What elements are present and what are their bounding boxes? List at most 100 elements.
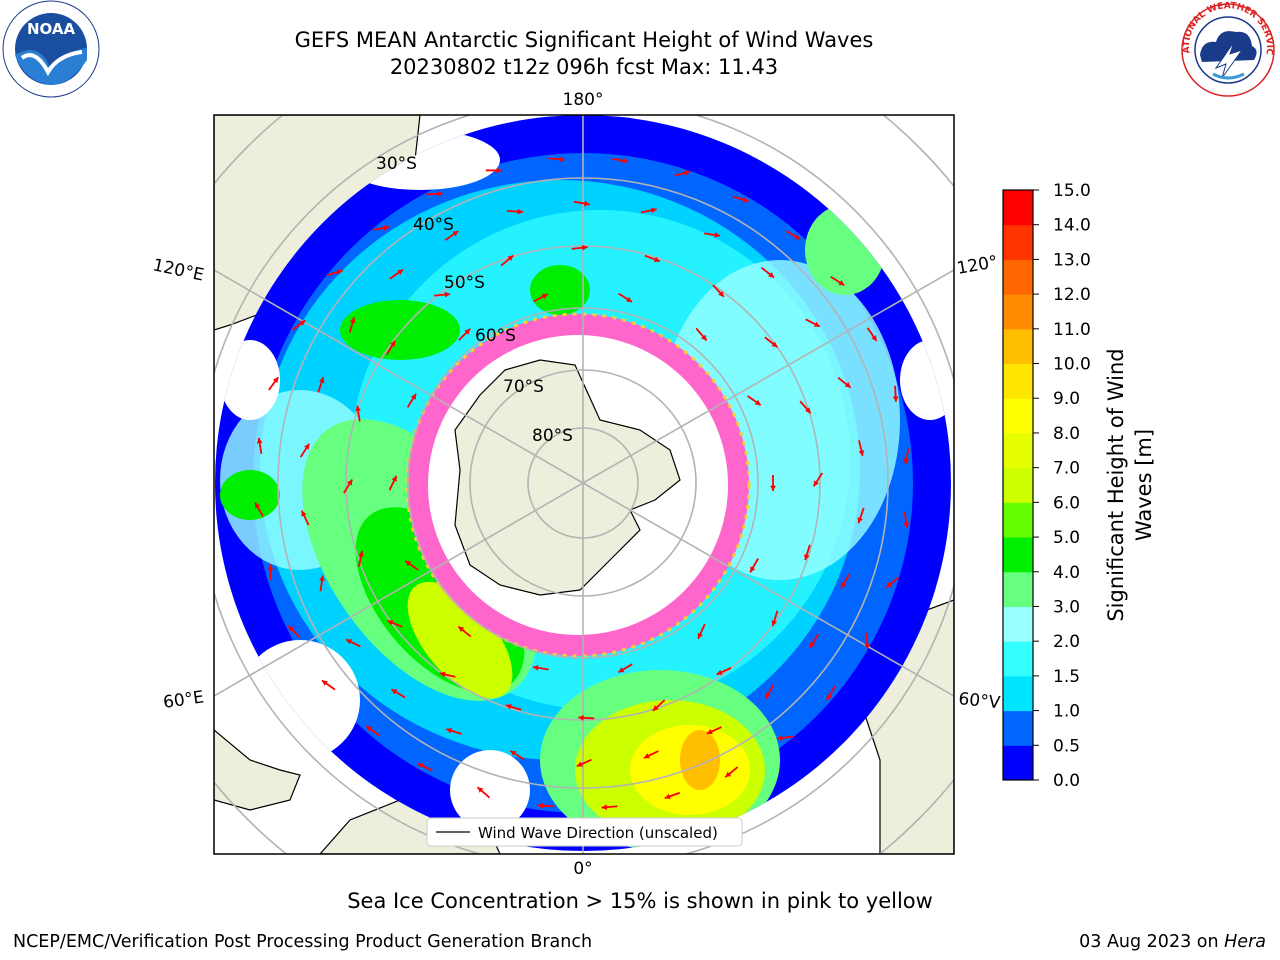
colorbar-tick-label: 3.0 [1053, 597, 1080, 617]
wind-arrow [764, 336, 778, 348]
chart-subtitle: 20230802 t12z 096h fcst Max: 11.43 [389, 55, 779, 79]
wind-arrow [343, 479, 353, 494]
lon-label-120w: 120° [955, 252, 999, 279]
colorbar-tick-label: 9.0 [1053, 389, 1080, 409]
wind-arrow [267, 564, 274, 581]
wind-arrow [716, 666, 732, 676]
nws-logo: NATIONAL WEATHER SERVICE [1174, 0, 1280, 100]
wind-arrow [812, 472, 824, 487]
wind-arrow [406, 393, 417, 408]
map-legend: Wind Wave Direction (unscaled) [426, 817, 743, 847]
wind-arrow [612, 157, 629, 164]
colorbar-segment [1003, 571, 1033, 607]
wind-arrow [417, 762, 433, 772]
wind-arrow [321, 679, 336, 691]
wind-arrow [388, 475, 398, 491]
wind-arrow [327, 269, 344, 276]
colorbar-tick-label: 12.0 [1053, 285, 1091, 305]
wind-arrow [389, 268, 404, 280]
wind-arrow [485, 167, 502, 174]
wind-arrow [446, 727, 462, 735]
wind-arrow [809, 633, 819, 649]
lon-label-0: 0° [573, 859, 592, 879]
wind-arrow [254, 502, 264, 517]
wind-arrow [697, 623, 706, 640]
wind-arrow [365, 725, 380, 737]
wind-arrow [444, 230, 459, 241]
wind-arrow [618, 292, 633, 303]
colorbar: 0.0 0.5 1.0 1.5 2.0 3.0 4.0 5.0 6.0 7.0 8.0 9.0 10.0… [1002, 181, 1091, 791]
footer-date-text: 03 Aug 2023 on [1079, 932, 1225, 952]
polar-map: 180° 0° 120°E 60°E 120° 60°V 30°S 40°S 5… [151, 90, 1156, 879]
wind-arrow [706, 726, 722, 735]
lat-label-30s: 30°S [376, 154, 417, 174]
wind-arrow [674, 170, 691, 177]
wind-arrow [571, 244, 588, 251]
wind-arrow [256, 437, 263, 454]
wind-arrow [287, 625, 301, 638]
wind-arrow [617, 663, 633, 674]
colorbar-segment [1003, 328, 1033, 365]
colorbar-segment [1003, 641, 1033, 677]
land-madagascar [214, 729, 301, 811]
colorbar-tick-label: 6.0 [1053, 493, 1080, 513]
lon-label-60w: 60°V [957, 689, 1001, 713]
colorbar-segment [1003, 606, 1033, 642]
wind-arrow [712, 284, 725, 298]
wind-arrow [390, 688, 406, 699]
colorbar-tick-label: 13.0 [1053, 250, 1091, 270]
wind-arrow [268, 376, 280, 391]
wind-arrow [760, 267, 775, 279]
wind-arrow [776, 735, 794, 741]
colorbar-tick-label: 0.0 [1053, 771, 1080, 791]
wind-arrow [747, 395, 762, 406]
wind-arrow [372, 225, 390, 231]
colorbar-segment [1003, 398, 1033, 434]
wind-arrow [857, 507, 865, 524]
colorbar-tick-label: 1.0 [1053, 702, 1080, 722]
wind-arrow [830, 275, 845, 286]
wind-arrow [601, 804, 618, 811]
wind-arrow [500, 254, 514, 267]
wind-arrow [533, 293, 549, 303]
map-frame [213, 114, 955, 855]
wind-arrow [358, 550, 364, 567]
wind-arrow [576, 758, 592, 768]
wind-arrow [532, 664, 549, 671]
chart-title: GEFS MEAN Antarctic Significant Height o… [294, 28, 874, 52]
wind-arrow [866, 327, 878, 342]
lat-label-50s: 50°S [444, 273, 485, 293]
wind-arrow [652, 699, 666, 712]
colorbar-tick-label: 10.0 [1053, 355, 1091, 375]
colorbar-segment [1003, 710, 1033, 746]
colorbar-label-line1: Significant Height of Wind [1104, 348, 1128, 621]
wind-arrow [643, 750, 659, 759]
colorbar-segment [1003, 537, 1033, 573]
wind-arrow [457, 625, 472, 638]
colorbar-tick-label: 15.0 [1053, 181, 1091, 201]
wind-arrow [291, 319, 306, 331]
wind-arrow [837, 377, 852, 389]
wind-arrow [771, 610, 779, 627]
wind-arrow [770, 474, 776, 492]
wind-arrow [506, 208, 523, 215]
wind-arrow [640, 207, 657, 214]
colorbar-segment [1003, 675, 1033, 712]
colorbar-tick-label: 2.0 [1053, 632, 1080, 652]
colorbar-segment [1003, 259, 1033, 295]
colorbar-segment [1003, 467, 1033, 503]
colorbar-tick-label: 1.5 [1053, 667, 1080, 687]
footer-branch: NCEP/EMC/Verification Post Processing Pr… [13, 932, 593, 952]
noaa-logo: NOAA [0, 0, 104, 100]
colorbar-segment [1003, 502, 1033, 538]
wind-arrow [785, 230, 801, 241]
wind-arrow [319, 575, 325, 592]
wind-arrow [764, 684, 775, 700]
wind-arrows [254, 156, 910, 811]
lat-label-60s: 60°S [475, 326, 516, 346]
wind-arrow [578, 714, 595, 721]
wind-arrow [644, 254, 661, 263]
colorbar-tick-label: 0.5 [1053, 736, 1080, 756]
wind-arrow [548, 156, 565, 163]
colorbar-tick-label: 7.0 [1053, 459, 1080, 479]
